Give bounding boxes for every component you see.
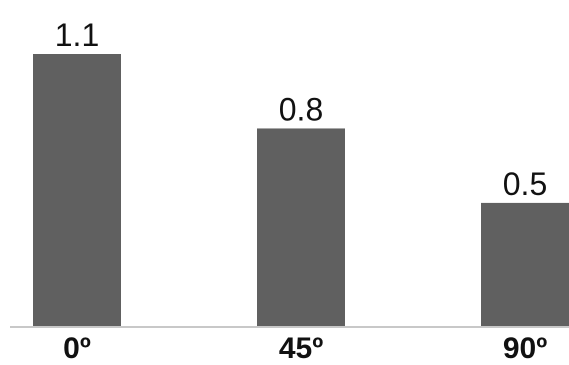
value-label-0: 1.1 bbox=[55, 17, 99, 53]
bar-0 bbox=[33, 54, 121, 327]
value-labels-group: 1.1 0.8 0.5 bbox=[55, 17, 547, 202]
bar-1 bbox=[257, 128, 345, 327]
bars-group bbox=[33, 54, 569, 327]
x-tick-labels-group: 0º 45º 90º bbox=[63, 332, 547, 365]
x-tick-label-2: 90º bbox=[503, 332, 547, 365]
bar-2 bbox=[481, 202, 569, 327]
x-tick-label-1: 45º bbox=[279, 332, 323, 365]
value-label-1: 0.8 bbox=[279, 91, 323, 127]
value-label-2: 0.5 bbox=[503, 166, 547, 202]
x-tick-label-0: 0º bbox=[63, 332, 91, 365]
